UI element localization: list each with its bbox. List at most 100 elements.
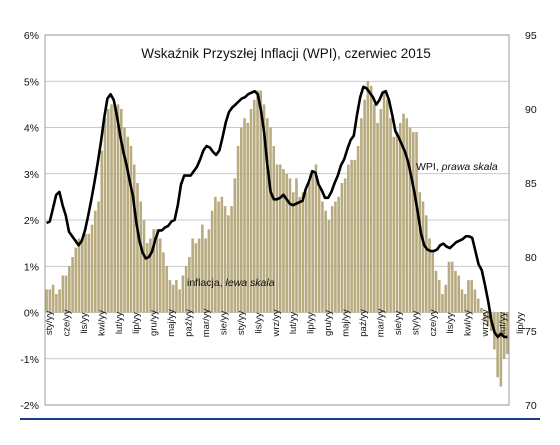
inflation-bar [191, 238, 194, 313]
inflation-bar [106, 109, 110, 313]
inflation-bar [126, 136, 130, 313]
inflation-bar [486, 312, 490, 327]
inflation-bar [58, 289, 61, 313]
inflation-bar [272, 146, 276, 313]
inflation-bar [321, 201, 324, 313]
right-tick-label: 95 [525, 30, 537, 42]
inflation-bar [236, 146, 240, 313]
inflation-bar [334, 201, 337, 313]
inflation-bar [45, 289, 48, 313]
inflation-bar [460, 289, 464, 313]
x-tick-label: wrz/yy [271, 309, 282, 337]
inflation-bar [265, 118, 269, 313]
left-tick-label: -1% [20, 354, 39, 366]
inflation-bar [136, 183, 139, 313]
inflation-bar [223, 206, 227, 313]
inflation-bar [470, 280, 473, 313]
wpi-line-series [46, 85, 508, 339]
inflation-bar [424, 215, 428, 313]
inflation-bar [184, 266, 188, 313]
inflation-bar [220, 196, 224, 313]
inflation-bar [178, 289, 181, 313]
inflation-bar [366, 81, 370, 313]
inflation-bar [308, 183, 311, 313]
left-tick-label: 0% [24, 308, 39, 320]
inflation-bar [327, 220, 331, 313]
inflation-bar [298, 196, 302, 313]
inflation-bar [376, 122, 379, 313]
inflation-bar [51, 284, 55, 313]
right-tick-label: 85 [525, 178, 537, 190]
inflation-bar [197, 238, 201, 313]
x-tick-label: lip/yy [306, 312, 317, 334]
inflation-bar [103, 118, 107, 313]
inflation-bar [97, 201, 100, 313]
inflation-bar [343, 178, 347, 313]
inflation-bar [256, 90, 259, 313]
inflation-annotation-scale: lewa skala [226, 277, 275, 289]
inflation-bar [415, 132, 418, 313]
chart-title: Wskaźnik Przyszłej Inflacji (WPI), czerw… [141, 46, 431, 61]
right-tick-label: 70 [525, 400, 537, 412]
inflation-bar [350, 159, 353, 313]
left-tick-label: 2% [24, 215, 39, 227]
inflation-bar [463, 294, 467, 313]
wpi-annotation-prefix: WPI, [416, 161, 442, 173]
inflation-bar [288, 178, 292, 313]
inflation-bar [61, 275, 65, 313]
x-tick-label: paź/yy [184, 309, 195, 337]
x-tick-label: mar/yy [375, 309, 386, 338]
inflation-bar [447, 261, 451, 313]
inflation-bar [129, 146, 133, 313]
inflation-bar [405, 118, 409, 313]
inflation-bar [158, 238, 162, 313]
left-tick-label: 5% [24, 76, 39, 88]
inflation-bar [421, 201, 425, 313]
x-tick-label: maj/yy [341, 309, 352, 337]
inflation-bar [304, 192, 308, 313]
left-tick-label: 1% [24, 261, 39, 273]
left-tick-label: -2% [20, 400, 39, 412]
x-tick-label: lip/yy [131, 312, 142, 334]
inflation-bar [214, 196, 217, 313]
inflation-bar [68, 266, 71, 313]
inflation-bar [201, 224, 204, 313]
x-tick-label: mar/yy [201, 309, 212, 338]
inflation-bar [145, 243, 149, 313]
inflation-bar [373, 104, 376, 313]
inflation-annotation: inflacja, lewa skala [187, 277, 275, 289]
inflation-bar [71, 257, 74, 313]
inflation-bar [55, 294, 58, 313]
inflation-bar [324, 210, 327, 313]
inflation-bar [90, 224, 94, 313]
inflation-bar [142, 220, 146, 313]
inflation-bar [165, 266, 168, 313]
x-tick-label: lut/yy [114, 312, 125, 334]
inflation-bar [411, 132, 415, 313]
inflation-annotation-prefix: inflacja, [187, 277, 226, 289]
wpi-annotation: WPI, prawa skala [416, 161, 498, 173]
inflation-bar [175, 280, 178, 313]
inflation-bar [483, 312, 486, 322]
inflation-bars [45, 81, 509, 387]
x-tick-label: wrz/yy [480, 309, 491, 337]
inflation-bar [64, 275, 68, 313]
inflation-bar [240, 127, 243, 313]
inflation-bar [379, 109, 383, 313]
inflation-bar [402, 113, 405, 313]
inflation-bar [149, 238, 152, 313]
x-tick-label: lut/yy [498, 312, 509, 334]
inflation-bar [210, 210, 214, 313]
inflation-bar [356, 146, 360, 313]
wpi-line [46, 85, 508, 339]
inflation-bar [369, 85, 373, 313]
x-tick-label: sty/yy [236, 311, 247, 336]
inflation-bar [269, 127, 272, 313]
x-tick-label: gru/yy [149, 310, 160, 336]
inflation-bar [48, 289, 52, 313]
inflation-bar [259, 90, 263, 313]
inflation-bar [246, 122, 250, 313]
inflation-bar [506, 312, 509, 355]
